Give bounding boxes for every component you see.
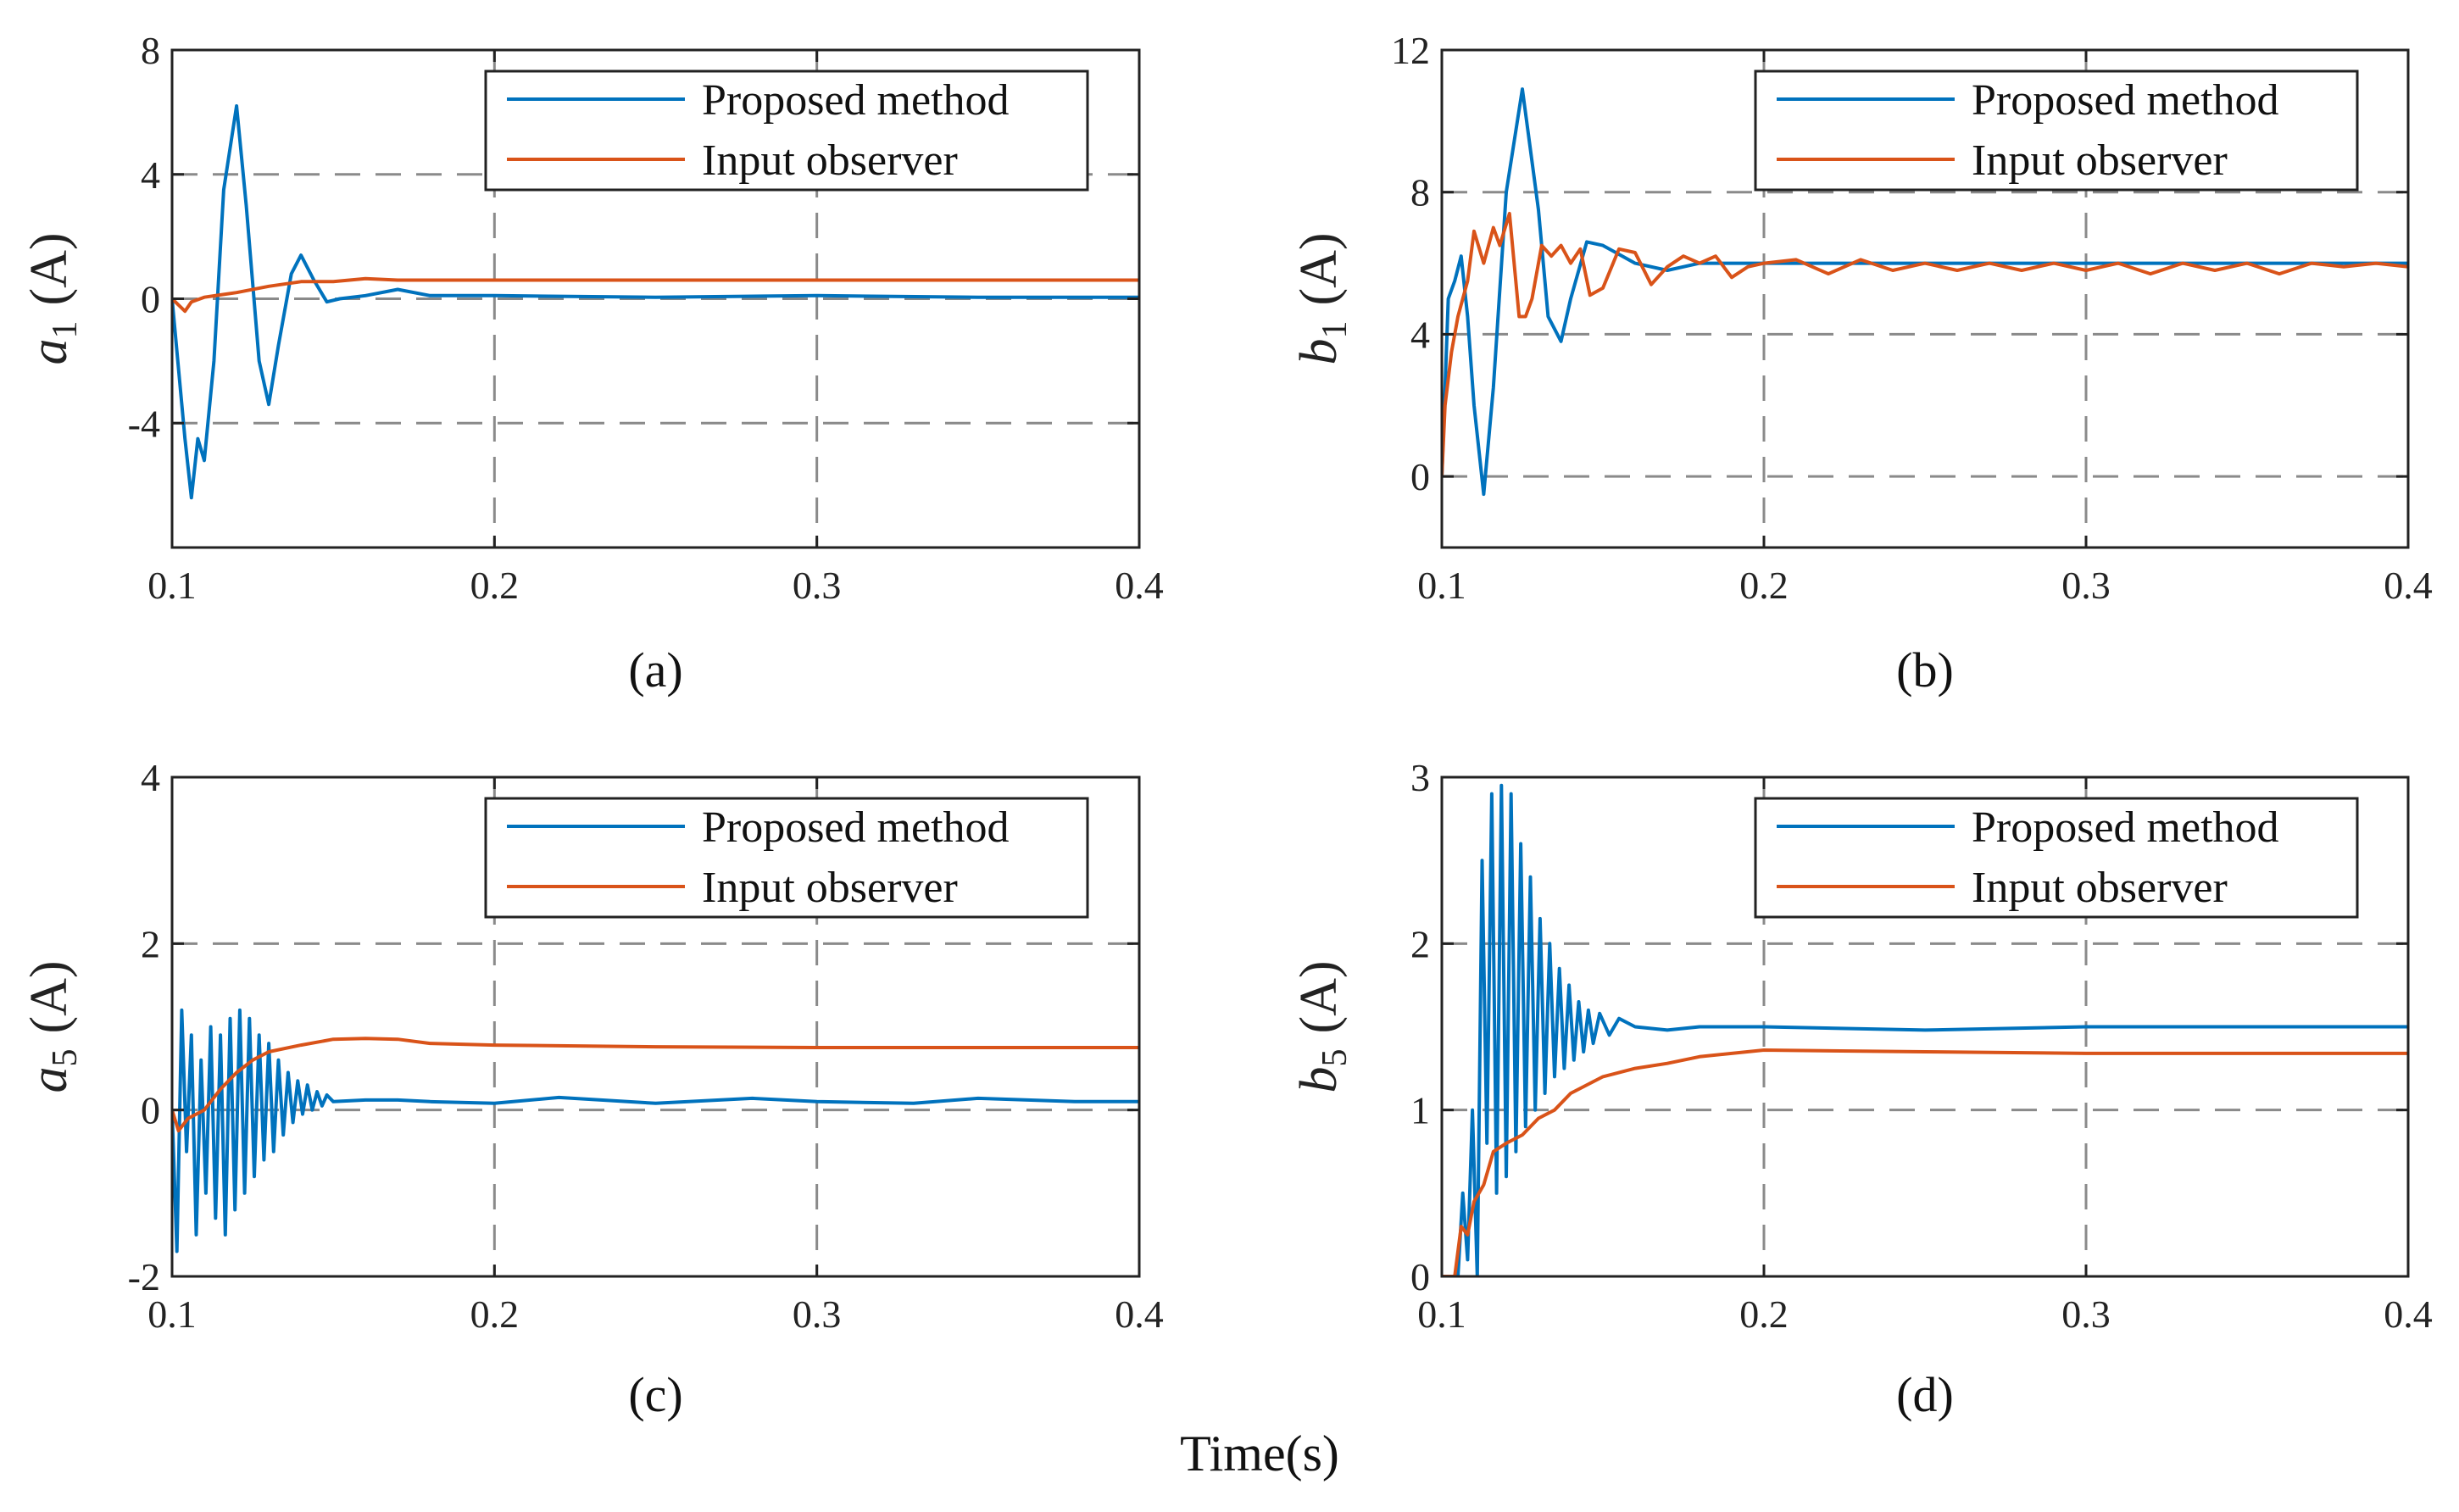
axes-frame bbox=[1440, 775, 2410, 1278]
legend-label: Proposed method bbox=[1972, 803, 2279, 852]
y-tick-label: 4 bbox=[141, 153, 160, 197]
y-axis-label: b5 (A) bbox=[1290, 960, 1355, 1092]
y-tick-label: 0 bbox=[141, 1089, 160, 1132]
legend-box bbox=[484, 69, 1089, 192]
panel-caption: (c) bbox=[628, 1367, 682, 1422]
legend-label: Proposed method bbox=[702, 76, 1010, 125]
panel-caption: (b) bbox=[1896, 642, 1954, 698]
y-axis-label-unit: (A) bbox=[1290, 960, 1348, 1033]
legend-label: Input observer bbox=[702, 864, 958, 912]
x-tick-label: 0.3 bbox=[2061, 564, 2111, 607]
y-axis-label-var: a bbox=[20, 1067, 78, 1093]
panel-caption: (d) bbox=[1896, 1367, 1954, 1422]
x-tick-label: 0.1 bbox=[147, 564, 197, 607]
y-axis-label-sub: 5 bbox=[1316, 1049, 1355, 1067]
y-axis-label-sub: 5 bbox=[46, 1049, 85, 1067]
y-axis-label-unit: (A) bbox=[20, 232, 78, 305]
y-tick-label: 2 bbox=[1410, 922, 1430, 965]
series-line-proposed-method bbox=[172, 1008, 1139, 1254]
x-tick-label: 0.1 bbox=[1417, 564, 1466, 607]
x-tick-label: 0.4 bbox=[2384, 564, 2433, 607]
y-tick-label: 3 bbox=[1410, 756, 1430, 799]
y-axis-label-var: a bbox=[20, 339, 78, 365]
axes-frame bbox=[170, 775, 1141, 1278]
panel-a: 0.1 0.2 0.3 0.4 -4 0 4 8 a1 (A) Proposed method Inp… bbox=[20, 29, 1164, 698]
series-line-input-observer bbox=[1442, 1048, 2408, 1276]
series-line-input-observer bbox=[172, 1037, 1139, 1133]
y-axis-label-var: b bbox=[1290, 1067, 1348, 1093]
x-tick-label: 0.3 bbox=[793, 564, 842, 607]
x-tick-label: 0.4 bbox=[1115, 1292, 1164, 1336]
legend-label: Proposed method bbox=[1972, 76, 2279, 125]
x-tick-label: 0.3 bbox=[2061, 1292, 2111, 1336]
x-tick-label: 0.1 bbox=[1417, 1292, 1466, 1336]
y-tick-label: 8 bbox=[141, 29, 160, 72]
y-tick-label: 4 bbox=[141, 756, 160, 799]
x-tick-label: 0.2 bbox=[470, 564, 520, 607]
panel-c: 0.1 0.2 0.3 0.4 -2 0 2 4 a5 (A) Proposed method Inp… bbox=[20, 756, 1164, 1422]
series-line-input-observer bbox=[172, 276, 1139, 314]
x-tick-label: 0.4 bbox=[1115, 564, 1164, 607]
legend-box bbox=[1754, 797, 2359, 919]
y-axis-label: a5 (A) bbox=[20, 960, 85, 1092]
series-line-proposed-method bbox=[1442, 87, 2408, 497]
y-tick-label: 0 bbox=[1410, 1255, 1430, 1298]
legend-label: Input observer bbox=[702, 136, 958, 185]
x-axis-label: Time(s) bbox=[1180, 1426, 1339, 1481]
y-tick-label: 12 bbox=[1391, 29, 1430, 72]
y-axis-label-var: b bbox=[1290, 339, 1348, 365]
panel-d: 0.1 0.2 0.3 0.4 0 1 2 3 b5 (A) Proposed method Inpu… bbox=[1290, 756, 2433, 1422]
legend-label: Input observer bbox=[1972, 864, 2228, 912]
legend-label: Input observer bbox=[1972, 136, 2228, 185]
y-axis-label: b1 (A) bbox=[1290, 232, 1355, 364]
y-tick-label: 0 bbox=[141, 278, 160, 321]
panel-b: 0.1 0.2 0.3 0.4 0 4 8 12 b1 (A) Proposed method Inp… bbox=[1290, 29, 2433, 698]
legend-label: Proposed method bbox=[702, 803, 1010, 852]
y-tick-label: 2 bbox=[141, 922, 160, 965]
x-tick-label: 0.3 bbox=[793, 1292, 842, 1336]
series-line-proposed-method bbox=[1442, 783, 2408, 1276]
y-tick-label: 4 bbox=[1410, 313, 1430, 356]
panel-caption: (a) bbox=[628, 642, 682, 698]
y-axis-label: a1 (A) bbox=[20, 232, 85, 364]
y-axis-label-sub: 1 bbox=[1316, 321, 1355, 339]
y-tick-label: -4 bbox=[128, 402, 160, 445]
x-tick-label: 0.2 bbox=[470, 1292, 520, 1336]
x-tick-label: 0.2 bbox=[1739, 1292, 1789, 1336]
y-tick-label: 1 bbox=[1410, 1089, 1430, 1132]
x-tick-label: 0.1 bbox=[147, 1292, 197, 1336]
y-tick-label: -2 bbox=[128, 1255, 160, 1298]
y-axis-label-sub: 1 bbox=[46, 321, 85, 339]
series-line-input-observer bbox=[1442, 211, 2408, 477]
legend-box bbox=[1754, 69, 2359, 192]
x-tick-label: 0.4 bbox=[2384, 1292, 2433, 1336]
y-tick-label: 0 bbox=[1410, 455, 1430, 498]
series-line-proposed-method bbox=[172, 104, 1139, 500]
legend-box bbox=[484, 797, 1089, 919]
x-tick-label: 0.2 bbox=[1739, 564, 1789, 607]
axes-frame bbox=[1440, 48, 2410, 549]
y-axis-label-unit: (A) bbox=[20, 960, 78, 1033]
y-tick-label: 8 bbox=[1410, 171, 1430, 214]
y-axis-label-unit: (A) bbox=[1290, 232, 1348, 305]
